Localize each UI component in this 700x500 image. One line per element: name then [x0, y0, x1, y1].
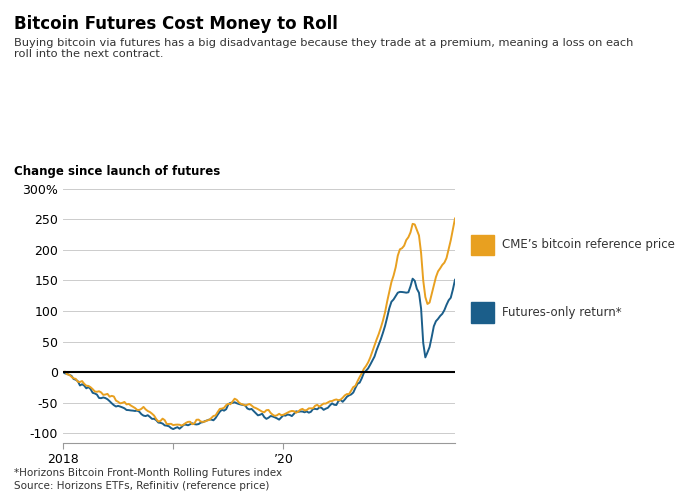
FancyBboxPatch shape: [470, 234, 494, 256]
Text: *Horizons Bitcoin Front-Month Rolling Futures index: *Horizons Bitcoin Front-Month Rolling Fu…: [14, 468, 282, 477]
Text: CME’s bitcoin reference price: CME’s bitcoin reference price: [502, 238, 675, 252]
FancyBboxPatch shape: [470, 302, 494, 323]
Text: Buying bitcoin via futures has a big disadvantage because they trade at a premiu: Buying bitcoin via futures has a big dis…: [14, 38, 634, 59]
Text: Bitcoin Futures Cost Money to Roll: Bitcoin Futures Cost Money to Roll: [14, 15, 338, 33]
Text: Source: Horizons ETFs, Refinitiv (reference price): Source: Horizons ETFs, Refinitiv (refere…: [14, 481, 270, 491]
Text: Futures-only return*: Futures-only return*: [502, 306, 622, 319]
Text: Change since launch of futures: Change since launch of futures: [14, 165, 220, 178]
